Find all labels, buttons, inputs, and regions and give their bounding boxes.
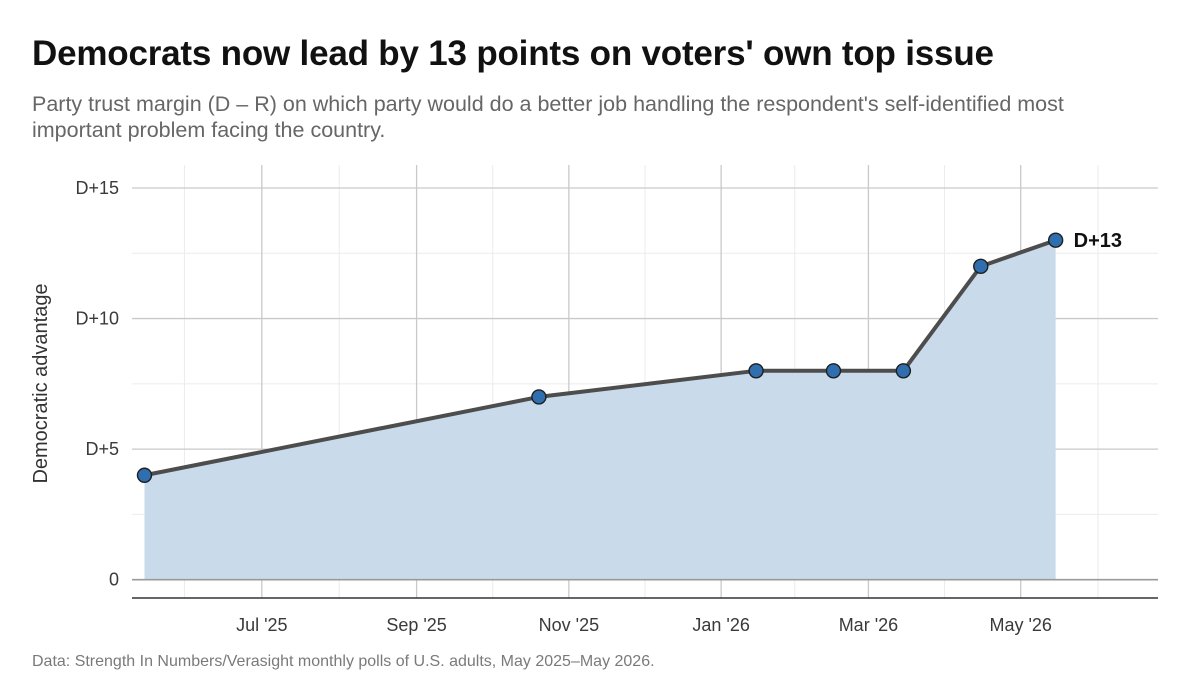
data-point — [1047, 232, 1064, 248]
x-tick-label: May '26 — [989, 615, 1051, 635]
y-axis-label: Democratic advantage — [30, 283, 52, 483]
y-tick-label: D+10 — [75, 309, 119, 329]
x-tick-labels: Jul '25 Sep '25 Nov '25 Jan '26 Mar '26 May '… — [236, 615, 1052, 635]
data-point — [531, 389, 547, 405]
chart-title: Democrats now lead by 13 points on voter… — [32, 34, 994, 73]
chart-subtitle: Party trust margin (D – R) on which part… — [32, 92, 1064, 142]
x-tick-label: Jul '25 — [236, 615, 287, 635]
x-tick-label: Sep '25 — [386, 615, 447, 635]
data-points — [136, 232, 1064, 483]
y-tick-label: D+5 — [85, 439, 119, 459]
end-value-label: D+13 — [1074, 230, 1122, 252]
x-tick-label: Jan '26 — [692, 615, 749, 635]
data-point — [748, 363, 764, 379]
data-point — [973, 258, 989, 275]
y-tick-label: D+15 — [75, 178, 119, 198]
area-fill — [144, 240, 1056, 580]
y-tick-label: 0 — [109, 570, 119, 590]
data-point — [136, 467, 153, 483]
data-point — [825, 363, 842, 379]
x-tick-label: Nov '25 — [539, 615, 599, 635]
data-point — [895, 363, 912, 379]
x-tick-label: Mar '26 — [839, 615, 898, 635]
y-tick-labels: 0 D+5 D+10 D+15 — [75, 178, 119, 590]
data-source-caption: Data: Strength In Numbers/Verasight mont… — [32, 653, 655, 670]
